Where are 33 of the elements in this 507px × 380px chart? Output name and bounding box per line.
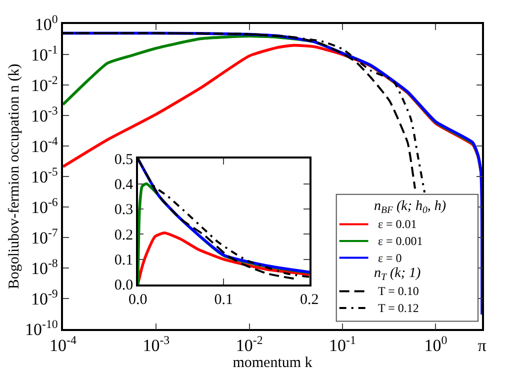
y-axis-title: Bogoliubov-fermion occupation n (k) xyxy=(6,64,23,290)
legend-label: ε = 0.001 xyxy=(378,234,423,248)
legend-label: T = 0.10 xyxy=(378,284,419,298)
y-tick-label: 0.5 xyxy=(114,152,134,168)
x-axis-title: momentum k xyxy=(232,355,313,372)
x-tick-label: 10$^{-1}$ xyxy=(329,333,356,356)
y-tick-label: 10$^{-8}$ xyxy=(30,256,58,278)
y-tick-label: 0.3 xyxy=(114,202,134,218)
y-tick-label: 10$^{-1}$ xyxy=(30,42,58,64)
x-tick-label: 10$^{-3}$ xyxy=(142,333,170,356)
x-tick-label: 10$^{-2}$ xyxy=(236,333,263,356)
y-tick-label: 10$^{-3}$ xyxy=(30,103,58,126)
text: n$_{BF}$ (k; h$_{0}$, h) xyxy=(374,199,446,216)
y-tick-label: 0.1 xyxy=(114,252,134,269)
x-tick-label: 10$^{0}$ xyxy=(424,333,448,356)
y-tick-label: 10$^{-9}$ xyxy=(30,286,58,308)
y-tick-label: 10$^{-7}$ xyxy=(30,225,58,248)
legend-label: ε = 0.01 xyxy=(378,217,417,231)
y-tick-label: 0.2 xyxy=(114,227,134,244)
y-tick-label: 10$^{-5}$ xyxy=(30,164,58,186)
y-tick-label: 10$^{-6}$ xyxy=(30,194,58,217)
legend-label: ε = 0 xyxy=(378,251,402,265)
legend-label: T = 0.12 xyxy=(378,301,419,315)
y-tick-label: 10$^{0}$ xyxy=(34,12,58,34)
x-tick-label: 0.1 xyxy=(214,292,233,308)
y-tick-label: 10$^{-2}$ xyxy=(30,72,58,95)
y-tick-label: 10$^{-4}$ xyxy=(30,134,58,156)
x-tick-label: 0.2 xyxy=(300,292,319,308)
x-tick-label: 0.0 xyxy=(128,292,148,308)
y-tick-label: 0.0 xyxy=(114,278,134,294)
y-tick-label: 0.4 xyxy=(114,177,134,194)
x-tick-label: π xyxy=(478,336,487,356)
text: n$_{T}$ (k; 1) xyxy=(374,266,421,283)
